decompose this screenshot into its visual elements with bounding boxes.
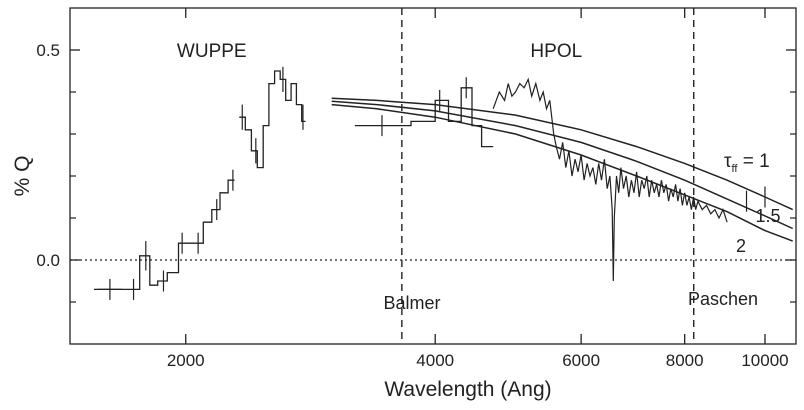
paschen-label: Paschen: [688, 289, 758, 309]
y-axis-title: % Q: [11, 156, 34, 197]
model-curve-1: [331, 97, 794, 211]
x-tick-label: 6000: [562, 351, 600, 370]
curve-label-tau-1: τff = 1: [724, 151, 770, 175]
y-tick-label: 0.5: [36, 41, 60, 60]
x-axis-title: Wavelength (Ang): [384, 378, 551, 401]
hpol-label: HPOL: [530, 41, 582, 62]
edge-lines: [401, 8, 695, 344]
model-curve-labels: τff = 1 1.5 2: [724, 151, 781, 256]
hpol-binned-data: [354, 87, 494, 148]
x-tick-label: 8000: [666, 351, 704, 370]
curve-label-2: 2: [736, 236, 746, 256]
x-tick-label: 2000: [167, 351, 205, 370]
annotations: WUPPE HPOL Balmer Paschen: [177, 41, 758, 313]
balmer-label: Balmer: [383, 293, 440, 313]
hpol-spectrum: [492, 77, 728, 282]
model-curve-3: [331, 103, 793, 242]
wuppe-label: WUPPE: [177, 41, 247, 62]
wuppe-binned-data: [94, 70, 306, 291]
axis-ticks: [70, 8, 796, 344]
data-series: [94, 66, 766, 300]
x-tick-label: 10000: [741, 351, 788, 370]
axis-tick-labels: 2000 4000 6000 8000 10000 0.0 0.5: [36, 41, 788, 370]
x-tick-label: 4000: [416, 351, 454, 370]
curve-label-1-5: 1.5: [755, 206, 780, 226]
y-tick-label: 0.0: [36, 251, 60, 270]
